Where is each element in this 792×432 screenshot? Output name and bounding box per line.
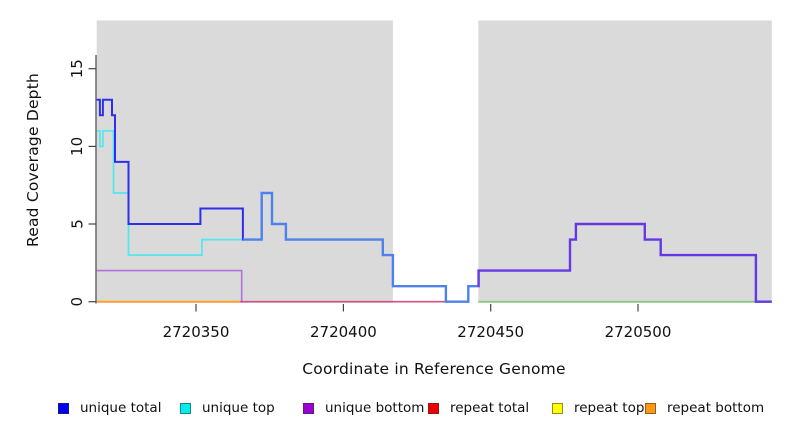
series-line-unique-total-left xyxy=(96,98,244,241)
y-tick-label: 15 xyxy=(68,59,86,78)
legend-item-label: unique total xyxy=(80,400,162,416)
legend-item-unique-total: unique total xyxy=(58,399,161,417)
series-line-unique-total-right xyxy=(477,222,772,303)
x-tick-label: 2720400 xyxy=(310,323,377,341)
series-line-unique-top xyxy=(96,129,243,256)
legend-swatch-icon xyxy=(645,402,656,414)
legend-swatch-icon xyxy=(552,402,563,414)
series-line-unique-total-mid xyxy=(242,191,479,303)
shaded-region-0 xyxy=(96,20,393,303)
legend-item-repeat-total: repeat total xyxy=(428,399,529,417)
legend-swatch-icon xyxy=(303,402,314,414)
y-tick-label: 10 xyxy=(68,137,86,156)
legend-item-label: repeat top xyxy=(574,400,645,416)
x-tick-label: 2720500 xyxy=(605,323,672,341)
x-tick-label: 2720450 xyxy=(457,323,524,341)
y-axis-title: Read Coverage Depth xyxy=(24,72,42,248)
legend-item-label: unique bottom xyxy=(325,400,425,416)
legend-item-label: unique top xyxy=(202,400,275,416)
legend-item-repeat-top: repeat top xyxy=(552,399,644,417)
shaded-region-1 xyxy=(478,20,772,303)
legend-swatch-icon xyxy=(180,402,191,414)
legend-item-label: repeat total xyxy=(450,400,530,416)
legend: unique total unique top unique bottom repea… xyxy=(0,399,792,419)
y-tick-label: 0 xyxy=(68,297,86,307)
x-axis-title: Coordinate in Reference Genome xyxy=(302,360,566,378)
x-tick-label: 2720350 xyxy=(163,323,230,341)
legend-item-unique-bottom: unique bottom xyxy=(303,399,424,417)
legend-item-label: repeat bottom xyxy=(667,400,765,416)
y-tick-label: 5 xyxy=(68,219,86,229)
legend-item-repeat-bottom: repeat bottom xyxy=(645,399,764,417)
legend-swatch-icon xyxy=(58,402,69,414)
legend-item-unique-top: unique top xyxy=(180,399,275,417)
legend-swatch-icon xyxy=(428,402,439,414)
